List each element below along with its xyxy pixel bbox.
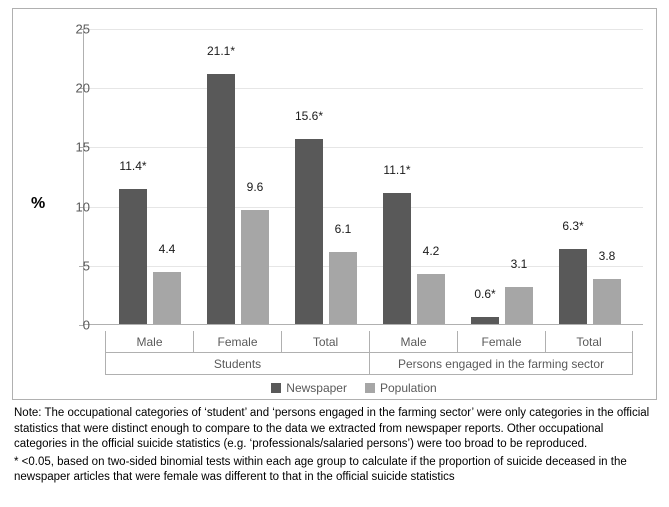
- bar-newspaper: [383, 193, 411, 324]
- legend-swatch: [365, 383, 375, 393]
- legend: Newspaper Population: [83, 381, 643, 397]
- category-label: Total: [281, 331, 369, 353]
- bar-population: [153, 272, 181, 324]
- bar-population: [593, 279, 621, 324]
- category-label: Female: [457, 331, 545, 353]
- chart-frame: % 11.4* 4.4 21.1* 9.6 15.6* 6.1 11.1* 4.2 0.6* 3.…: [12, 8, 657, 400]
- bar-label: 4.4: [147, 242, 187, 256]
- bar-population: [505, 287, 533, 324]
- bar-population: [329, 252, 357, 324]
- legend-item: Newspaper: [271, 381, 347, 395]
- y-tick-label: 0: [60, 318, 90, 333]
- bar-population: [241, 210, 269, 324]
- group-label: Persons engaged in the farming sector: [369, 353, 633, 375]
- y-tick-label: 15: [60, 140, 90, 155]
- y-tick-label: 10: [60, 199, 90, 214]
- bar-population: [417, 274, 445, 324]
- y-tick-label: 5: [60, 258, 90, 273]
- bar-newspaper: [559, 249, 587, 324]
- footnote-line-2: * <0.05, based on two-sided binomial tes…: [14, 455, 654, 486]
- group-label: Students: [105, 353, 369, 375]
- figure: % 11.4* 4.4 21.1* 9.6 15.6* 6.1 11.1* 4.2 0.6* 3.…: [0, 0, 669, 507]
- legend-swatch: [271, 383, 281, 393]
- y-tick-label: 25: [60, 22, 90, 37]
- bar-label: 21.1*: [201, 44, 241, 58]
- category-label: Female: [193, 331, 281, 353]
- footnote-line-1: Note: The occupational categories of ‘st…: [14, 406, 654, 453]
- bar-label: 6.3*: [553, 219, 593, 233]
- bar-label: 3.1: [499, 257, 539, 271]
- bar-label: 3.8: [587, 249, 627, 263]
- category-label: Male: [369, 331, 457, 353]
- legend-label: Newspaper: [286, 381, 347, 395]
- bar-label: 6.1: [323, 222, 363, 236]
- bar-label: 11.4*: [113, 159, 153, 173]
- bar-newspaper: [119, 189, 147, 324]
- plot-area: 11.4* 4.4 21.1* 9.6 15.6* 6.1 11.1* 4.2 0.6* 3.1 6…: [83, 29, 643, 325]
- bar-label: 15.6*: [289, 109, 329, 123]
- bar-label: 11.1*: [377, 163, 417, 177]
- category-axis-row: MaleFemaleTotalMaleFemaleTotal: [83, 331, 643, 353]
- footnote: Note: The occupational categories of ‘st…: [14, 406, 654, 488]
- gridline: [84, 29, 643, 30]
- category-label: Male: [105, 331, 193, 353]
- legend-item: Population: [365, 381, 437, 395]
- bar-newspaper: [295, 139, 323, 324]
- y-tick-label: 20: [60, 81, 90, 96]
- gridline: [84, 207, 643, 208]
- category-label: Total: [545, 331, 633, 353]
- legend-label: Population: [380, 381, 437, 395]
- bar-label: 4.2: [411, 244, 451, 258]
- gridline: [84, 88, 643, 89]
- bar-label: 9.6: [235, 180, 275, 194]
- bar-newspaper: [471, 317, 499, 324]
- bar-label: 0.6*: [465, 287, 505, 301]
- gridline: [84, 147, 643, 148]
- bar-newspaper: [207, 74, 235, 324]
- y-axis-label: %: [31, 195, 45, 213]
- group-axis-row: StudentsPersons engaged in the farming s…: [83, 353, 643, 375]
